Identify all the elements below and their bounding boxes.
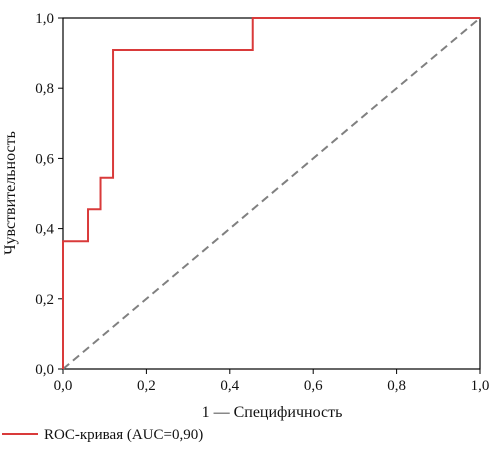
x-tick-label: 0,4 — [220, 378, 239, 394]
x-axis-title: 1 — Специфичность — [202, 404, 343, 421]
y-tick-label: 0,2 — [35, 292, 54, 308]
x-tick-label: 0,2 — [137, 378, 156, 394]
y-axis-title: Чувствительность — [2, 131, 19, 255]
y-tick-label: 0,8 — [35, 81, 54, 97]
reference-diagonal-line — [62, 17, 481, 370]
legend: ROC-кривая (AUC=0,90) — [2, 427, 203, 443]
y-tick-label: 1,0 — [35, 11, 54, 27]
y-tick-label: 0,0 — [35, 362, 54, 378]
x-tick-label: 0,8 — [387, 378, 406, 394]
x-tick-label: 1,0 — [471, 378, 490, 394]
x-tick-label: 0,0 — [54, 378, 73, 394]
roc-curve-line — [62, 17, 480, 369]
y-tick-label: 0,6 — [35, 151, 54, 167]
x-tick-label: 0,6 — [304, 378, 323, 394]
legend-label: ROC-кривая (AUC=0,90) — [44, 427, 203, 443]
y-tick-label: 0,4 — [35, 222, 54, 238]
